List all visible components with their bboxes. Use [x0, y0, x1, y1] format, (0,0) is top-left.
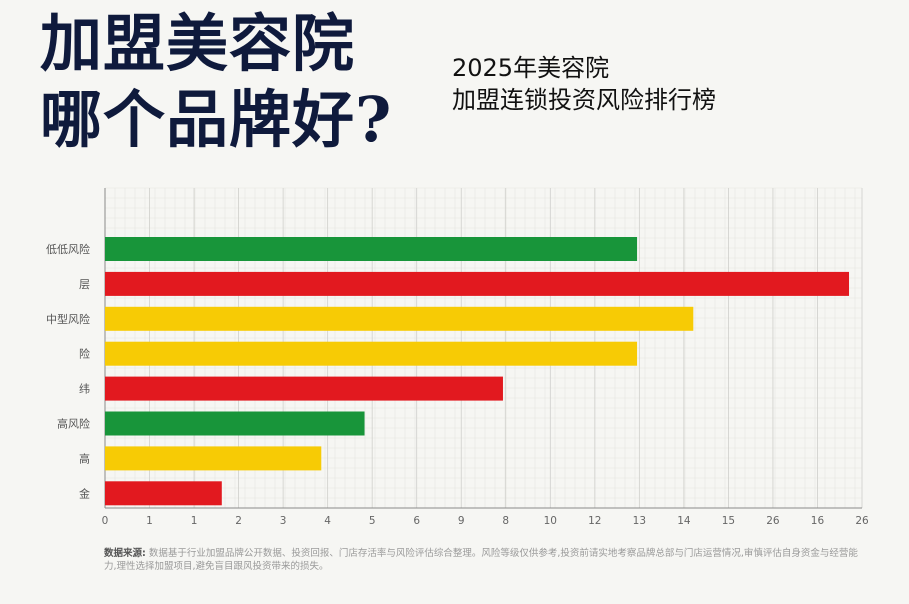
x-tick-label: 15 [722, 515, 735, 527]
x-tick-label: 4 [324, 515, 331, 527]
bar-3 [105, 306, 694, 331]
category-label: 中型风险 [46, 312, 90, 326]
bar-2 [105, 271, 850, 296]
x-tick-label: 1 [191, 515, 198, 527]
x-tick-label: 10 [544, 515, 557, 527]
x-tick-label: 26 [855, 515, 869, 527]
footnote-source-label: 数据来源: [104, 548, 146, 559]
footnote: 数据来源: 数据基于行业加盟品牌公开数据、投资回报、门店存活率与风险评估综合整理… [104, 547, 864, 573]
footnote-text: 数据基于行业加盟品牌公开数据、投资回报、门店存活率与风险评估综合整理。风险等级仅… [104, 548, 858, 572]
bar-1 [105, 237, 638, 261]
bar-8 [105, 481, 222, 506]
bar-6 [105, 411, 365, 436]
subtitle-line-2: 加盟连锁投资风险排行榜 [452, 86, 716, 114]
category-label: 层 [79, 278, 90, 291]
x-tick-label: 6 [413, 515, 420, 527]
subtitle-line-1: 2025年美容院 [452, 54, 610, 82]
x-tick-label: 5 [369, 515, 376, 527]
x-tick-label: 3 [280, 515, 287, 527]
chart-bars [105, 237, 850, 506]
category-label: 金 [79, 486, 90, 500]
category-label: 高风险 [57, 417, 90, 431]
x-tick-label: 1 [146, 515, 153, 527]
headline-line-1: 加盟美容院 [40, 7, 356, 80]
bar-5 [105, 376, 503, 401]
x-tick-label: 12 [588, 515, 601, 527]
category-label: 纬 [79, 383, 90, 396]
x-tick-label: 2 [235, 515, 242, 527]
x-tick-label: 16 [811, 515, 825, 527]
x-tick-label: 9 [458, 515, 465, 527]
x-tick-label: 0 [102, 515, 109, 527]
x-tick-label: 13 [633, 515, 646, 527]
x-tick-label: 14 [677, 515, 691, 527]
category-label: 高 [79, 451, 90, 465]
bar-7 [105, 446, 322, 471]
headline: 加盟美容院 哪个品牌好? [40, 6, 440, 158]
category-label: 低低风险 [46, 242, 90, 256]
bar-4 [105, 341, 638, 366]
category-label: 险 [79, 347, 90, 361]
x-tick-label: 26 [766, 515, 780, 527]
subtitle: 2025年美容院 加盟连锁投资风险排行榜 [452, 52, 716, 116]
headline-line-2: 哪个品牌好? [40, 83, 393, 156]
x-tick-label: 8 [502, 515, 509, 527]
